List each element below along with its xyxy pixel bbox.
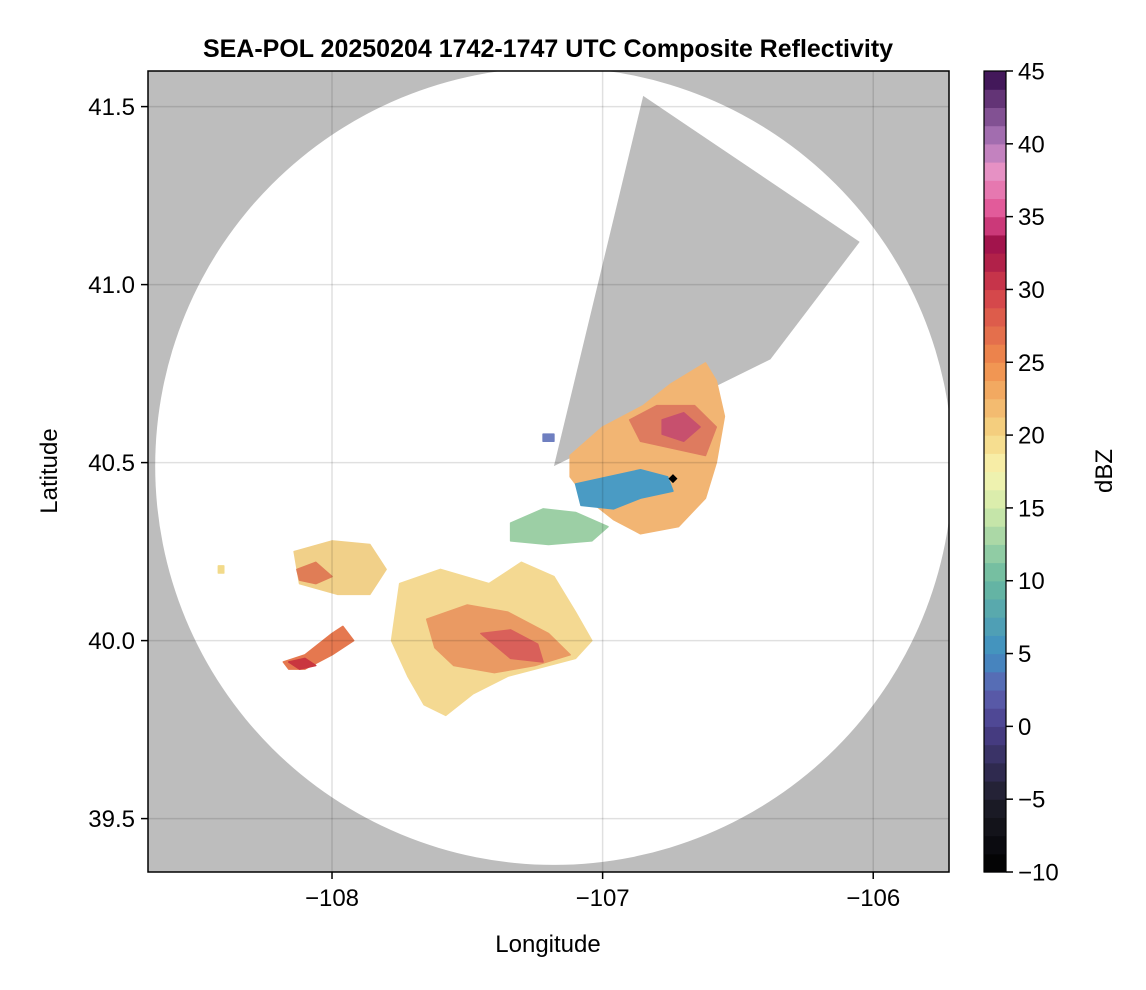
site-marker [668,474,678,484]
colorbar-bin [984,762,1006,782]
y-tick-label: 41.0 [88,272,135,299]
colorbar-tick-label: 45 [1018,59,1045,86]
y-axis-label: Latitude [36,428,63,513]
colorbar-bin [984,598,1006,618]
colorbar-tick-label: 5 [1018,641,1031,668]
colorbar-bin [984,853,1006,873]
colorbar-bin [984,635,1006,655]
colorbar-bin [984,89,1006,109]
colorbar-bin [984,471,1006,491]
colorbar-bin [984,744,1006,764]
x-tick-label: −108 [305,885,359,912]
y-axis: 39.5 40.0 40.5 41.0 41.5 [88,94,148,833]
colorbar-bin [984,162,1006,181]
colorbar-tick-label: 25 [1018,350,1045,377]
colorbar-tick-label: 40 [1018,131,1045,158]
colorbar-bin [984,180,1006,200]
colorbar-bin [984,817,1006,837]
grid-lines [148,71,949,872]
radar-coverage-disk [155,71,949,865]
colorbar-tick-label: 30 [1018,277,1045,304]
x-tick-label: −107 [576,885,630,912]
echo-region-west-core [296,561,333,585]
colorbar-bin [984,398,1006,418]
echo-region-tiny-echo-radar [542,433,555,442]
y-tick-label: 41.5 [88,94,135,121]
colorbar-bin [984,271,1006,291]
echo-region-southwest-core-peak [480,629,544,663]
colorbar-frame [983,70,1007,873]
colorbar-bin [984,380,1006,400]
colorbar-tick-label: 10 [1018,568,1045,595]
colorbar-bin [984,71,1006,90]
y-tick-label: 39.5 [88,806,135,833]
colorbar: −10 −5 0 5 10 15 20 25 30 35 40 45 [983,59,1059,887]
colorbar-bin [984,344,1006,363]
echo-region-tiny-echo-west [217,565,225,574]
x-axis: −108 −107 −106 [305,872,900,912]
colorbar-bin [984,653,1006,673]
colorbar-bin [984,726,1006,746]
colorbar-bin [984,835,1006,855]
colorbar-bin [984,689,1006,709]
colorbar-bin [984,671,1006,691]
colorbar-bin [984,799,1006,818]
colorbar-bin [984,125,1006,145]
colorbar-bin [984,234,1006,254]
colorbar-bin [984,216,1006,236]
colorbar-bin [984,143,1006,163]
colorbar-bin [984,526,1006,545]
colorbar-bin [984,289,1006,309]
colorbar-bin [984,507,1006,527]
x-tick-label: −106 [846,885,900,912]
blocked-beam-sector [553,95,860,467]
colorbar-bin [984,253,1006,272]
echo-region-northeast-low-band [574,468,674,510]
colorbar-bin [984,435,1006,454]
colorbar-bin [984,362,1006,382]
colorbar-bin [984,416,1006,436]
plot-layer [155,71,949,865]
colorbar-bin [984,562,1006,582]
colorbar-bin [984,580,1006,600]
colorbar-bin [984,107,1006,127]
echo-region-southwest-small-core [287,657,317,670]
y-tick-label: 40.5 [88,450,135,477]
colorbar-bin [984,708,1006,727]
colorbar-bin [984,544,1006,564]
chart-title: SEA-POL 20250204 1742-1747 UTC Composite… [203,35,893,63]
plot-frame [147,70,950,873]
colorbar-tick-label: 15 [1018,495,1045,522]
y-tick-label: 40.0 [88,628,135,655]
colorbar-tick-label: −5 [1018,787,1045,814]
echo-region-southwest-small-cell [282,625,355,670]
colorbar-tick-label: −10 [1018,860,1059,887]
colorbar-label: dBZ [1091,449,1118,493]
colorbar-bin [984,198,1006,218]
colorbar-bin [984,780,1006,800]
colorbar-bin [984,325,1006,345]
echo-region-northeast-core-peak [661,412,701,442]
colorbar-tick-label: 35 [1018,204,1045,231]
colorbar-tick-label: 20 [1018,423,1045,450]
colorbar-tick-label: 0 [1018,714,1031,741]
colorbar-bin [984,617,1006,636]
colorbar-bin [984,489,1006,509]
colorbar-bin [984,307,1006,327]
x-axis-label: Longitude [495,931,600,958]
echo-region-middle-band [509,508,609,546]
colorbar-bin [984,453,1006,473]
